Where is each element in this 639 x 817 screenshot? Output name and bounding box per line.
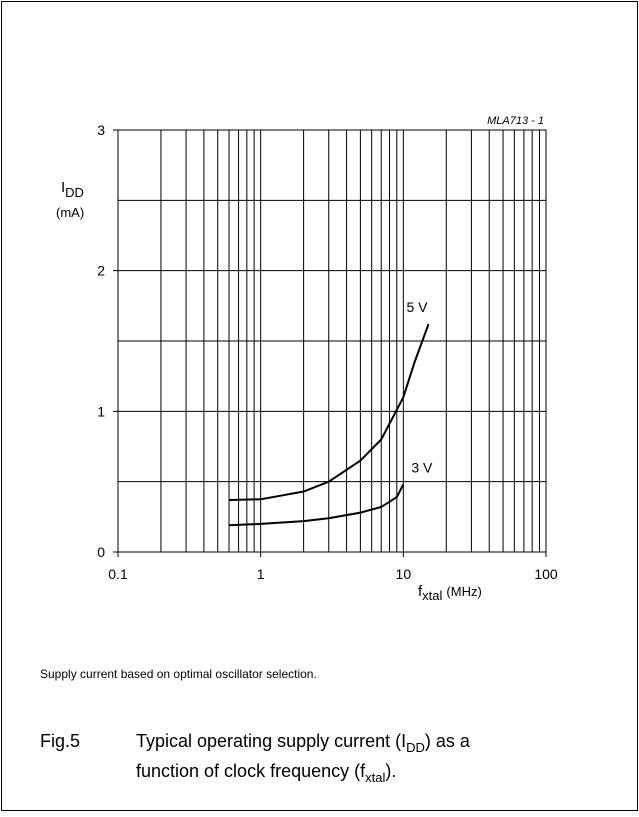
y-axis-label: IDD [61, 179, 84, 200]
x-tick-label: 0.1 [108, 566, 128, 582]
caption-part: DD [406, 740, 425, 755]
caption-part: function of clock frequency (f [136, 761, 366, 781]
series-label: 3 V [411, 459, 433, 475]
annotation: MLA713 - 1 [487, 115, 544, 127]
series-line [228, 484, 405, 527]
y-tick-label: 2 [97, 263, 105, 279]
x-tick-label: 10 [396, 566, 412, 582]
caption-part: Typical operating supply current (I [136, 731, 406, 751]
caption-part: xtal [365, 770, 385, 785]
y-axis-unit: (mA) [56, 205, 84, 220]
series-line [228, 323, 430, 501]
x-tick-label: 100 [534, 566, 558, 582]
y-tick-label: 0 [97, 544, 105, 560]
caption-part: ) as a [425, 731, 471, 751]
y-label-symbol: I [61, 179, 65, 196]
x-tick-label: 1 [257, 566, 265, 582]
caption-part: ). [385, 761, 396, 781]
caption-line: Typical operating supply current (IDD) a… [136, 731, 471, 755]
caption-line: function of clock frequency (fxtal). [136, 761, 396, 785]
y-label-subscript: DD [65, 185, 84, 200]
x-label-unit: (MHz) [446, 584, 481, 599]
note: Supply current based on optimal oscillat… [40, 667, 317, 681]
y-tick-label: 1 [97, 403, 105, 419]
x-axis-label: fxtal (MHz) [418, 583, 482, 603]
series-label: 5 V [406, 299, 428, 315]
x-label-symbol: f [418, 583, 423, 600]
y-tick-label: 3 [97, 122, 105, 138]
x-label-subscript: xtal [422, 588, 442, 603]
caption-label: Fig.5 [40, 731, 80, 751]
